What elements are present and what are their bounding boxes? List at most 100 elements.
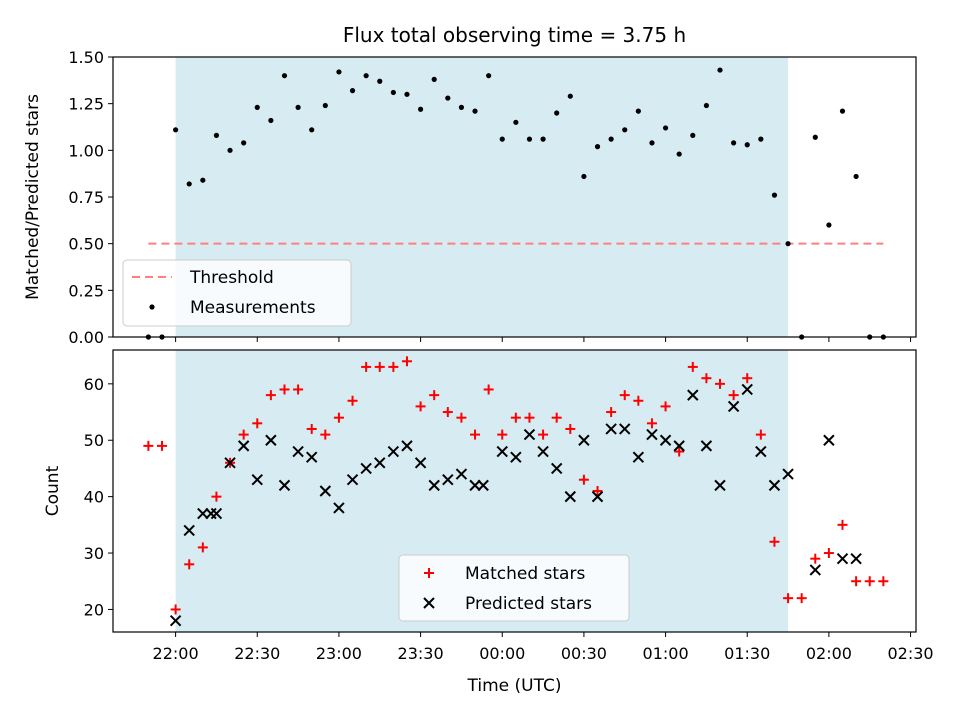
- top-y-tick-label: 1.00: [68, 141, 104, 160]
- predicted-star-point: [755, 445, 767, 458]
- bottom-legend-box: [398, 554, 630, 622]
- predicted-star-point: [578, 434, 590, 446]
- measurement-point: [295, 104, 301, 110]
- matched-star-point: [715, 378, 726, 389]
- x-tick-label: 23:30: [398, 644, 444, 663]
- predicted-star-point: [687, 389, 699, 401]
- measurement-point: [554, 110, 560, 116]
- measurement-point: [540, 136, 546, 142]
- predicted-star-point: [455, 468, 468, 480]
- predicted-star-point: [428, 479, 440, 492]
- matched-star-point: [429, 390, 440, 401]
- predicted-star-point: [659, 434, 672, 446]
- predicted-star-point: [619, 423, 631, 435]
- predicted-star-point: [224, 457, 236, 469]
- matched-star-point: [497, 429, 508, 440]
- predicted-star-point: [183, 524, 195, 537]
- predicted-star-point: [237, 440, 250, 452]
- measurement-point: [594, 144, 601, 150]
- measurement-point: [363, 73, 369, 79]
- measurement-point: [173, 127, 179, 133]
- matched-star-point: [619, 390, 630, 401]
- bottom-y-tick-label: 50: [84, 431, 104, 450]
- predicted-star-point: [374, 457, 386, 469]
- measurement-point: [771, 192, 778, 198]
- top-panel: 0.00 0.25 0.50 0.75 1.00 1.25 1.50 Flux total …: [23, 23, 917, 347]
- matched-star-point: [415, 401, 426, 412]
- matched-star-point: [347, 395, 358, 406]
- measurement-point: [826, 222, 832, 228]
- measurement-point: [513, 119, 519, 125]
- measurement-point: [445, 95, 451, 101]
- predicted-star-point: [442, 474, 454, 486]
- matched-star-point: [374, 361, 385, 372]
- measurement-point: [472, 108, 478, 114]
- x-tick-label: 23:00: [316, 644, 362, 663]
- x-tick-label: 01:30: [724, 644, 770, 663]
- measurement-point: [186, 181, 192, 187]
- measurement-point: [662, 125, 669, 131]
- predicted-star-point: [265, 434, 277, 446]
- predicted-star-point: [210, 507, 223, 520]
- legend-measurements-swatch: [149, 304, 155, 310]
- top-legend-box: [122, 259, 352, 327]
- bottom-legend: Matched stars Predicted stars: [398, 554, 630, 622]
- measurement-point: [377, 78, 383, 84]
- matched-star-point: [660, 401, 671, 412]
- predicted-star-point: [850, 552, 862, 565]
- predicted-star-point: [768, 479, 781, 492]
- measurement-point: [812, 134, 818, 140]
- predicted-star-point: [836, 552, 849, 565]
- measurement-point: [690, 132, 696, 138]
- measurement-point: [608, 136, 614, 142]
- matched-star-point: [265, 390, 276, 401]
- measurement-point: [227, 147, 233, 153]
- bottom-panel: 20 30 40 50 60 22:00 22:30 23:00 23:30 00:00 00:3…: [43, 349, 934, 696]
- top-y-tick-label: 0.75: [68, 188, 104, 207]
- top-y-tick-label: 1.25: [68, 95, 104, 114]
- measurement-point: [731, 140, 737, 146]
- predicted-star-point: [169, 615, 182, 627]
- bottom-y-axis-label: Count: [43, 465, 63, 516]
- predicted-star-point: [278, 479, 291, 492]
- matched-star-point: [184, 559, 195, 570]
- bottom-plot-frame: [112, 349, 917, 633]
- measurement-point: [431, 76, 437, 82]
- x-axis-label: Time (UTC): [467, 676, 562, 696]
- top-panel-marks: [145, 67, 886, 340]
- chart-title: Flux total observing time = 3.75 h: [343, 23, 686, 47]
- matched-star-point: [388, 361, 399, 372]
- top-y-tick-label: 1.50: [68, 48, 104, 67]
- predicted-star-point: [306, 451, 318, 463]
- measurement-point: [349, 88, 356, 94]
- predicted-star-point: [496, 445, 508, 458]
- predicted-star-point: [469, 479, 481, 492]
- legend-predicted-label: Predicted stars: [465, 594, 592, 614]
- predicted-star-point: [727, 400, 740, 413]
- predicted-star-point: [414, 457, 427, 469]
- measurement-point: [635, 108, 641, 114]
- top-x-ticks: [175, 337, 912, 342]
- measurement-point: [839, 108, 846, 114]
- measurement-point: [322, 102, 328, 109]
- top-y-tick-label: 0.50: [68, 235, 104, 254]
- matched-star-point: [238, 429, 249, 440]
- measurement-point: [336, 69, 342, 75]
- matched-star-point: [646, 418, 657, 429]
- matched-star-point: [320, 429, 331, 440]
- matched-star-point: [810, 553, 821, 564]
- matched-star-point: [864, 576, 875, 587]
- matched-star-point: [306, 423, 317, 434]
- predicted-star-point: [197, 507, 209, 520]
- bottom-y-tick-label: 30: [84, 544, 104, 563]
- matched-star-point: [538, 429, 549, 440]
- matched-star-point: [701, 373, 712, 384]
- matched-star-point: [687, 361, 698, 372]
- bottom-panel-marks: [143, 356, 889, 627]
- predicted-star-point: [823, 434, 835, 446]
- predicted-star-point: [333, 502, 345, 514]
- predicted-star-point: [591, 490, 604, 503]
- bottom-y-ticks: 20 30 40 50 60: [84, 375, 113, 619]
- measurement-point: [309, 127, 315, 133]
